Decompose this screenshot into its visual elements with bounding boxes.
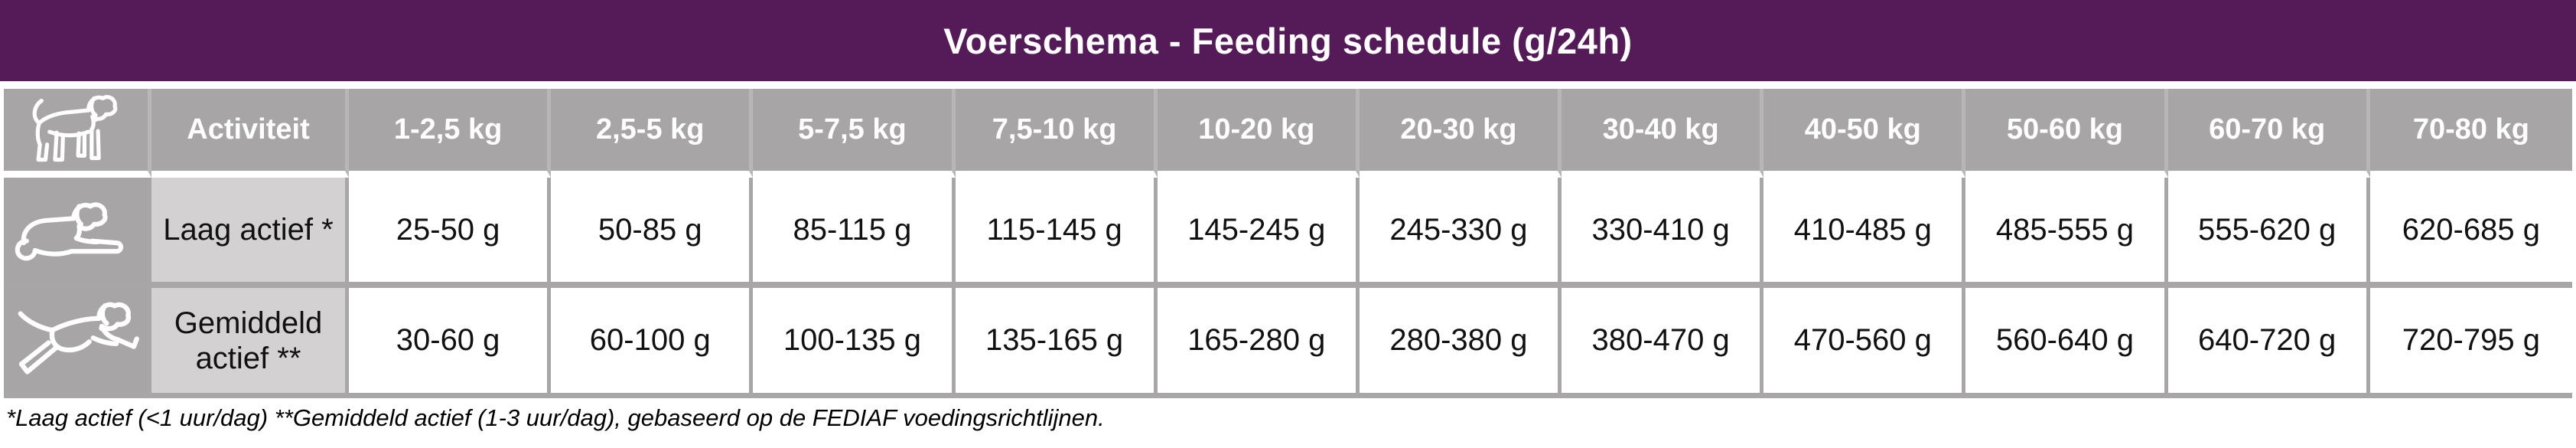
- spacer: [0, 81, 2576, 89]
- feeding-value: 30-60 g: [349, 288, 552, 398]
- table-header-row: Activiteit 1-2,5 kg 2,5-5 kg 5-7,5 kg 7,…: [4, 89, 2572, 178]
- standing-dog-icon-cell: [4, 89, 151, 178]
- feeding-value: 50-85 g: [551, 178, 754, 288]
- column-header-weight-5: 10-20 kg: [1157, 89, 1360, 178]
- lying-dog-icon: [15, 202, 123, 261]
- column-header-activity: Activiteit: [151, 89, 349, 178]
- activity-label: Laag actief *: [151, 178, 349, 288]
- title-bar: Voerschema - Feeding schedule (g/24h): [0, 0, 2576, 81]
- feeding-value: 25-50 g: [349, 178, 552, 288]
- running-dog-icon-cell: [4, 288, 151, 398]
- feeding-table: Activiteit 1-2,5 kg 2,5-5 kg 5-7,5 kg 7,…: [4, 89, 2572, 398]
- feeding-value: 555-620 g: [2167, 178, 2370, 288]
- column-header-weight-3: 5-7,5 kg: [753, 89, 956, 178]
- feeding-value: 560-640 g: [1965, 288, 2168, 398]
- feeding-value: 470-560 g: [1763, 288, 1966, 398]
- table-row-low-active: Laag actief * 25-50 g 50-85 g 85-115 g 1…: [4, 178, 2572, 288]
- feeding-value: 245-330 g: [1359, 178, 1562, 288]
- page-title: Voerschema - Feeding schedule (g/24h): [943, 20, 1633, 61]
- column-header-weight-8: 40-50 kg: [1763, 89, 1966, 178]
- standing-dog-icon: [32, 94, 118, 162]
- table-row-medium-active: Gemiddeld actief ** 30-60 g 60-100 g 100…: [4, 288, 2572, 398]
- footnote: *Laag actief (<1 uur/dag) **Gemiddeld ac…: [6, 404, 1105, 431]
- feeding-value: 380-470 g: [1562, 288, 1764, 398]
- feeding-value: 85-115 g: [753, 178, 956, 288]
- feeding-value: 145-245 g: [1157, 178, 1360, 288]
- activity-label: Gemiddeld actief **: [151, 288, 349, 398]
- feeding-value: 485-555 g: [1965, 178, 2168, 288]
- column-header-weight-10: 60-70 kg: [2167, 89, 2370, 178]
- feeding-value: 280-380 g: [1359, 288, 1562, 398]
- feeding-value: 60-100 g: [551, 288, 754, 398]
- column-header-weight-2: 2,5-5 kg: [551, 89, 754, 178]
- column-header-weight-11: 70-80 kg: [2369, 89, 2572, 178]
- column-header-weight-4: 7,5-10 kg: [955, 89, 1158, 178]
- feeding-value: 135-165 g: [955, 288, 1158, 398]
- column-header-weight-9: 50-60 kg: [1965, 89, 2168, 178]
- column-header-weight-1: 1-2,5 kg: [349, 89, 552, 178]
- feeding-value: 620-685 g: [2369, 178, 2572, 288]
- running-dog-icon: [18, 302, 139, 374]
- feeding-value: 100-135 g: [753, 288, 956, 398]
- feeding-value: 640-720 g: [2167, 288, 2370, 398]
- feeding-value: 330-410 g: [1562, 178, 1764, 288]
- feeding-value: 410-485 g: [1763, 178, 1966, 288]
- lying-dog-icon-cell: [4, 178, 151, 288]
- feeding-value: 165-280 g: [1157, 288, 1360, 398]
- feeding-value: 720-795 g: [2369, 288, 2572, 398]
- column-header-weight-7: 30-40 kg: [1562, 89, 1764, 178]
- column-header-weight-6: 20-30 kg: [1359, 89, 1562, 178]
- feeding-value: 115-145 g: [955, 178, 1158, 288]
